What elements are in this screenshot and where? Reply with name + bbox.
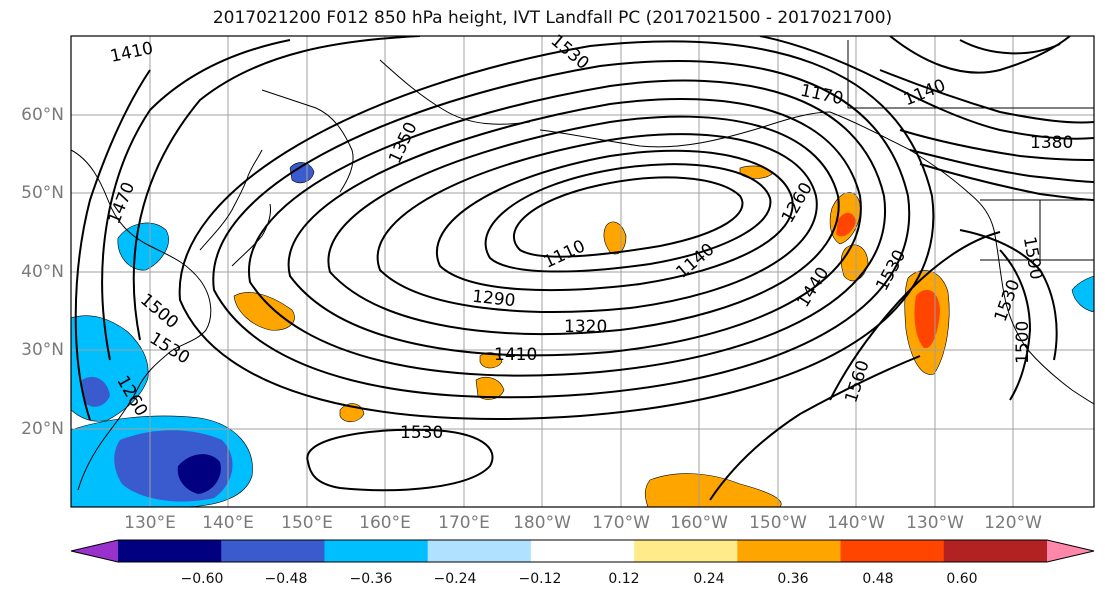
lat-label: 20°N [21,419,64,439]
colorbar-cell [324,540,429,562]
lon-label: 150°W [749,513,807,533]
lat-label: 30°N [21,340,64,360]
positive-anomaly-north-pacific [603,221,627,255]
colorbar-cell [634,540,738,562]
colorbar-tick-label: 0.60 [946,571,978,587]
lon-label: 160°E [359,513,411,533]
contour-label: 1320 [564,317,607,337]
contour-label: 1560 [841,358,873,405]
lon-label: 140°E [202,513,254,533]
colorbar [70,539,1095,563]
plot-title: 2017021200 F012 850 hPa height, IVT Land… [212,8,893,28]
lon-label: 170°W [592,513,650,533]
colorbar-tick-label: −0.36 [349,571,393,587]
lon-label: 130°E [124,513,176,533]
colorbar-cell [427,540,532,562]
positive-anomaly-hawaii [475,377,505,400]
positive-anomaly-california-core [914,289,940,349]
lat-label: 50°N [21,183,64,203]
positive-anomaly-japan [233,292,295,331]
colorbar-tick-label: −0.60 [180,571,224,587]
plot-frame [70,35,1095,508]
contour-label: 1170 [799,81,845,110]
contour-label: 1500 [136,290,182,333]
colorbar-cell [118,540,222,562]
contour-label: 1530 [872,247,910,295]
lon-label: 120°W [984,513,1042,533]
negative-anomaly-west-core [82,376,110,407]
colorbar-tick-label: −0.12 [518,571,562,587]
height-contours [74,36,1094,501]
contour-label: 1590 [1019,235,1046,281]
lon-label: 150°E [281,513,333,533]
colorbar-tick-label: 0.12 [608,571,640,587]
colorbar-cell [530,540,635,562]
contour-label: 1410 [494,345,537,365]
ivt-shading [71,162,1094,507]
contour-label: 1500 [1013,321,1033,364]
contour-labels: 1410 1350 1470 1500 1530 1260 1110 1140 … [104,31,1073,443]
positive-anomaly-band [840,244,869,282]
positive-anomaly-gulf-core [836,212,856,237]
colorbar-cell [221,540,325,562]
lon-label: 130°W [906,513,964,533]
negative-anomaly-east [1071,275,1094,313]
colorbar-tick-label: 0.24 [693,571,725,587]
contour-label: 1530 [400,423,443,443]
colorbar-cell [840,540,945,562]
lat-label: 40°N [21,262,64,282]
contour-label: 1260 [778,179,817,226]
lon-label: 180°W [513,513,571,533]
positive-anomaly-small-3 [739,165,773,179]
contour-label: 1410 [109,38,155,67]
colorbar-extend-min [71,540,118,562]
contour-label: 1110 [541,236,589,272]
colorbar-extend-max [1047,540,1094,562]
colorbar-tick-label: 0.48 [862,571,894,587]
contour-label: 1530 [991,277,1025,324]
lon-label: 160°W [670,513,728,533]
positive-anomaly-subtropics [644,473,782,507]
lon-label: 140°W [827,513,885,533]
negative-anomaly-kamchatka [289,162,315,184]
contour-label: 1290 [471,287,516,311]
contour-label: 1380 [1030,133,1073,153]
colorbar-tick-label: −0.24 [433,571,477,587]
negative-anomaly-japan [117,222,169,271]
lat-label: 60°N [21,105,64,125]
colorbar-tick-label: −0.48 [264,571,308,587]
contour-label: 1530 [146,329,193,369]
lon-label: 170°E [438,513,490,533]
negative-anomaly-south-core [177,454,221,494]
colorbar-outline [70,539,1095,563]
contour-label: 1140 [673,240,719,283]
contour-label: 1350 [385,119,421,167]
colorbar-cell [943,540,1048,562]
colorbar-cell [737,540,842,562]
colorbar-tick-label: 0.36 [777,571,809,587]
coastlines [71,40,1094,491]
